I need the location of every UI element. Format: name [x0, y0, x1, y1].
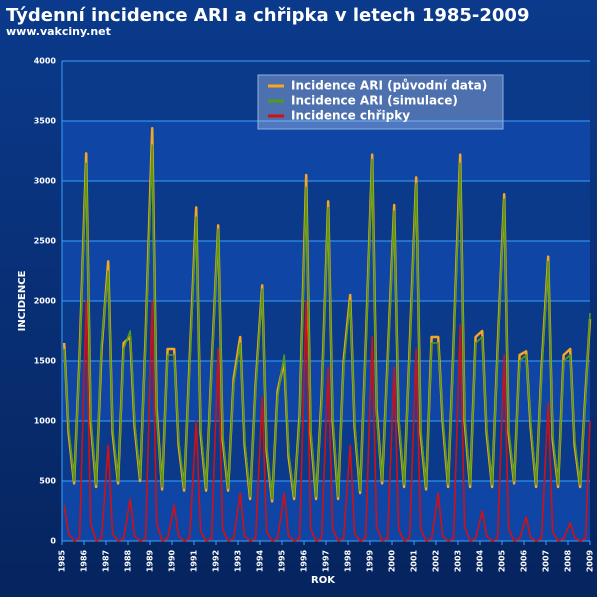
- legend-label: Incidence ARI (původní data): [291, 79, 487, 93]
- grid-band: [62, 481, 590, 541]
- y-tick-label: 3500: [34, 117, 57, 126]
- y-tick-label: 2000: [34, 297, 57, 306]
- x-tick-label: 2009: [586, 549, 595, 572]
- series-line: [62, 126, 592, 503]
- x-tick-label: 1988: [124, 549, 133, 572]
- y-axis-label: INCIDENCE: [17, 270, 28, 331]
- legend: Incidence ARI (původní data)Incidence AR…: [257, 74, 504, 130]
- x-tick-label: 1997: [322, 550, 331, 572]
- x-tick-label: 1996: [300, 549, 309, 572]
- y-tick-label: 4000: [34, 57, 57, 66]
- y-tick-label: 500: [39, 477, 56, 486]
- x-tick-label: 2008: [564, 549, 573, 572]
- y-tick-label: 3000: [34, 177, 57, 186]
- x-tick-label: 2005: [498, 549, 507, 572]
- x-tick-label: 1994: [256, 549, 265, 572]
- y-tick-label: 0: [50, 537, 56, 546]
- chart-title: Týdenní incidence ARI a chřipka v letech…: [6, 5, 530, 26]
- x-tick-label: 2001: [410, 549, 419, 572]
- legend-label: Incidence ARI (simulace): [291, 94, 458, 108]
- series-line: [63, 300, 591, 542]
- x-tick-label: 1989: [146, 549, 155, 572]
- x-tick-label: 1993: [234, 550, 243, 572]
- grid-band: [62, 121, 590, 181]
- x-tick-label: 2003: [454, 550, 463, 572]
- x-tick-label: 2000: [388, 549, 397, 572]
- x-tick-label: 1991: [190, 549, 199, 572]
- x-tick-label: 2004: [476, 549, 485, 572]
- legend-label: Incidence chřipky: [291, 109, 410, 123]
- grid-band: [62, 301, 590, 361]
- y-tick-label: 1500: [34, 357, 57, 366]
- series-line: [63, 144, 591, 500]
- chart-subtitle: www.vakciny.net: [6, 25, 111, 38]
- x-tick-label: 1985: [58, 549, 67, 572]
- y-tick-label: 2500: [34, 237, 57, 246]
- x-tick-label: 2002: [432, 550, 441, 572]
- x-tick-label: 2006: [520, 549, 529, 572]
- x-tick-label: 1999: [366, 549, 375, 572]
- grid-band: [62, 61, 590, 121]
- x-axis-label: ROK: [311, 575, 336, 586]
- legend-box: [257, 74, 504, 130]
- x-tick-label: 2007: [542, 550, 551, 572]
- x-tick-label: 1998: [344, 549, 353, 572]
- x-tick-label: 1986: [80, 549, 89, 572]
- x-tick-label: 1990: [168, 549, 177, 572]
- x-tick-label: 1987: [102, 550, 111, 572]
- y-tick-label: 1000: [34, 417, 57, 426]
- x-tick-label: 1995: [278, 549, 287, 572]
- x-tick-label: 1992: [212, 550, 221, 572]
